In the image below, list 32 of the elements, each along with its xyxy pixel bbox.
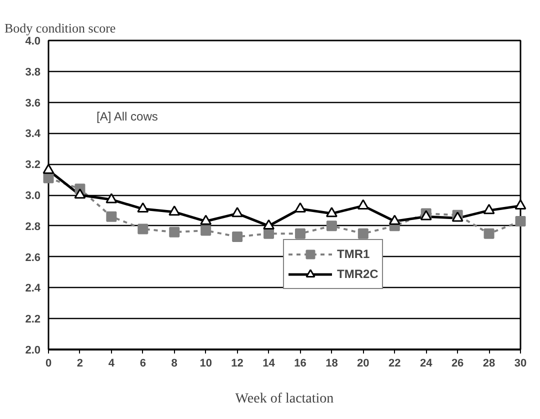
y-tick-label: 2.8	[25, 220, 41, 233]
legend-label: TMR1	[337, 247, 370, 261]
y-tick-label: 3.8	[25, 66, 41, 78]
legend-label: TMR2C	[337, 267, 378, 281]
annotation: [A] All cows	[96, 110, 158, 124]
x-tick-label: 20	[357, 358, 370, 370]
x-tick-label: 0	[45, 358, 52, 370]
x-tick-label: 24	[420, 358, 434, 370]
y-tick-label: 3.6	[25, 97, 41, 110]
x-tick-label: 14	[262, 358, 276, 370]
y-tick-label: 3.4	[25, 128, 42, 140]
x-tick-label: 16	[294, 358, 306, 370]
y-tick-label: 2.4	[25, 282, 42, 295]
x-tick-label: 12	[231, 358, 244, 370]
y-tick-label: 2.0	[25, 344, 41, 356]
x-axis-title: Week of lactation	[235, 392, 334, 406]
y-tick-label: 2.6	[25, 252, 41, 264]
chart-title: Body condition score	[4, 20, 116, 36]
x-tick-label: 10	[200, 358, 212, 370]
y-tick-label: 3.2	[25, 159, 41, 172]
x-tick-label: 26	[451, 358, 464, 370]
x-tick-label: 2	[76, 358, 84, 370]
x-tick-label: 8	[171, 358, 178, 370]
x-tick-label: 28	[482, 358, 496, 370]
y-tick-label: 2.2	[25, 314, 41, 326]
x-tick-label: 6	[140, 358, 146, 370]
x-tick-label: 4	[108, 358, 116, 370]
y-tick-label: 3.0	[25, 190, 41, 202]
x-tick-label: 30	[514, 358, 527, 370]
x-tick-label: 22	[388, 358, 401, 370]
y-tick-label: 4.0	[25, 36, 41, 48]
x-tick-label: 18	[326, 358, 338, 370]
